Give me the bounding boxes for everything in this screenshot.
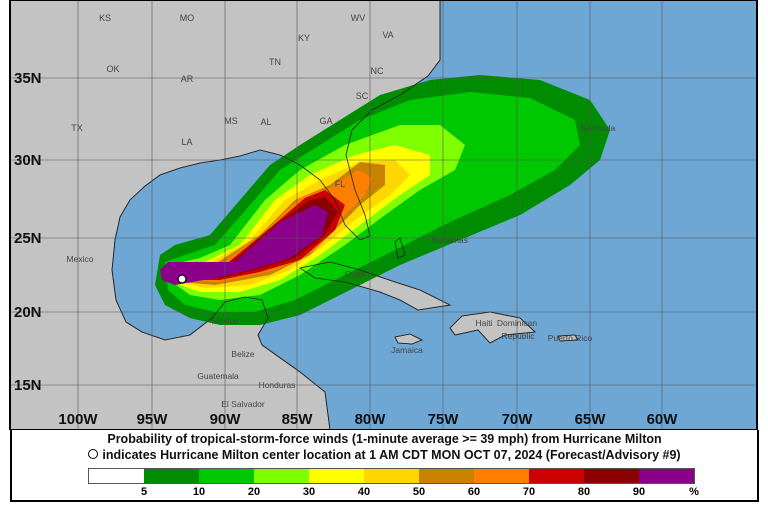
place-label: Mexico <box>67 254 94 264</box>
scale-swatch <box>364 469 419 483</box>
scale-swatch <box>419 469 474 483</box>
lon-label: 95W <box>137 411 169 428</box>
place-label: GA <box>319 116 332 126</box>
place-label: TX <box>71 123 83 133</box>
lon-label: 90W <box>210 411 242 428</box>
color-scale-bar <box>88 468 695 484</box>
scale-tick-label: 90 <box>632 486 646 498</box>
scale-tick-label: % <box>689 486 699 498</box>
probability-map: 35N 30N 25N 20N 15N 100W 95W 90W 85W 80W 75W 70W 65W… <box>9 0 758 430</box>
lon-label: 65W <box>575 411 607 428</box>
lat-label: 15N <box>14 377 42 394</box>
place-label: WV <box>351 13 366 23</box>
lat-label: 35N <box>14 70 42 87</box>
scale-swatch <box>89 469 144 483</box>
legend-panel: Probability of tropical-storm-force wind… <box>10 430 759 502</box>
lat-label: 30N <box>14 152 42 169</box>
place-label: Jamaica <box>391 345 423 355</box>
place-label: MO <box>180 13 195 23</box>
lat-label: 20N <box>14 304 42 321</box>
place-label: Guatemala <box>197 371 239 381</box>
place-label: Bahamas <box>432 235 468 245</box>
map-frame <box>9 0 758 430</box>
lon-label: 70W <box>502 411 534 428</box>
place-label: Puerto Rico <box>548 333 593 343</box>
place-label: VA <box>382 30 393 40</box>
place-label: MS <box>224 116 238 126</box>
lon-label: 75W <box>428 411 460 428</box>
coastline <box>298 261 452 311</box>
legend-title: Probability of tropical-storm-force wind… <box>107 432 662 446</box>
scale-swatch <box>199 469 254 483</box>
coastline <box>394 237 406 259</box>
place-label: Belize <box>231 349 254 359</box>
place-label: El Salvador <box>221 399 265 409</box>
place-label: Haiti <box>475 318 492 328</box>
place-label: AL <box>260 117 271 127</box>
legend-subtitle-row: indicates Hurricane Milton center locati… <box>12 448 757 462</box>
place-label: Honduras <box>259 380 296 390</box>
lon-label: 60W <box>647 411 679 428</box>
place-label: Republic <box>501 331 535 341</box>
map-labels: 35N 30N 25N 20N 15N 100W 95W 90W 85W 80W 75W 70W 65W… <box>14 13 678 428</box>
place-label: SC <box>356 91 369 101</box>
scale-tick-label: 70 <box>522 486 536 498</box>
legend-subtitle: indicates Hurricane Milton center locati… <box>102 448 681 462</box>
scale-tick-label: 40 <box>357 486 371 498</box>
scale-tick-label: 30 <box>302 486 316 498</box>
probability-swaths <box>9 0 610 430</box>
scale-swatch <box>584 469 639 483</box>
scale-swatch <box>474 469 529 483</box>
place-label: LA <box>181 137 192 147</box>
place-label: Bermuda <box>581 123 616 133</box>
lon-label: 100W <box>58 411 98 428</box>
scale-tick-label: 5 <box>140 486 148 498</box>
coastline <box>449 311 536 344</box>
scale-tick-label: 80 <box>577 486 591 498</box>
coastline <box>557 334 579 342</box>
scale-swatch <box>529 469 584 483</box>
lat-label: 25N <box>14 230 42 247</box>
place-label: AR <box>181 74 194 84</box>
place-label: Dominican <box>497 318 537 328</box>
scale-tick-label: 60 <box>467 486 481 498</box>
center-circle-icon <box>88 449 99 459</box>
place-label: NC <box>371 66 384 76</box>
lon-label: 85W <box>282 411 314 428</box>
scale-tick-label: 50 <box>412 486 426 498</box>
place-label: Mexico <box>212 316 239 326</box>
scale-swatch <box>639 469 694 483</box>
place-label: KS <box>99 13 111 23</box>
lat-lon-grid <box>10 0 757 430</box>
place-label: FL <box>335 179 346 189</box>
scale-swatch <box>309 469 364 483</box>
place-label: OK <box>106 64 119 74</box>
place-label: Cuba <box>345 269 366 279</box>
scale-tick-label: 10 <box>192 486 206 498</box>
coastline <box>394 333 423 345</box>
scale-swatch <box>254 469 309 483</box>
storm-center-marker <box>177 274 187 284</box>
scale-tick-label: 20 <box>247 486 261 498</box>
place-label: KY <box>298 33 310 43</box>
swath-90-percent <box>160 205 328 285</box>
lon-label: 80W <box>355 411 387 428</box>
place-label: TN <box>269 57 281 67</box>
scale-swatch <box>144 469 199 483</box>
